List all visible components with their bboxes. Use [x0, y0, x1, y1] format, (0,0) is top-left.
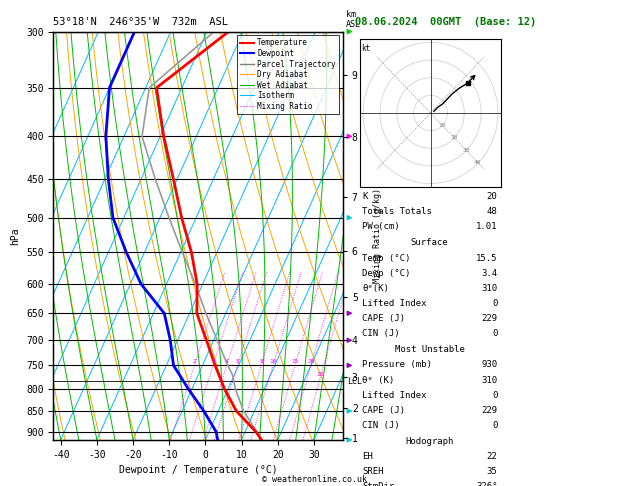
Text: 3.4: 3.4	[481, 269, 498, 278]
Text: 0: 0	[492, 329, 498, 338]
Text: θᵉ(K): θᵉ(K)	[362, 284, 389, 293]
Text: 10: 10	[270, 359, 277, 364]
Text: 4: 4	[225, 359, 229, 364]
Text: km
ASL: km ASL	[346, 10, 361, 29]
Text: SREH: SREH	[362, 468, 384, 476]
Text: 08.06.2024  00GMT  (Base: 12): 08.06.2024 00GMT (Base: 12)	[355, 17, 537, 27]
Y-axis label: hPa: hPa	[11, 227, 21, 244]
Text: Most Unstable: Most Unstable	[394, 346, 465, 354]
Text: 25: 25	[317, 372, 324, 377]
Text: 0: 0	[492, 391, 498, 399]
Text: 20: 20	[308, 359, 315, 364]
Text: Totals Totals: Totals Totals	[362, 207, 432, 216]
Text: 20: 20	[450, 135, 458, 140]
Text: kt: kt	[362, 44, 370, 53]
X-axis label: Dewpoint / Temperature (°C): Dewpoint / Temperature (°C)	[119, 465, 277, 475]
Text: 310: 310	[481, 284, 498, 293]
Text: 15.5: 15.5	[476, 254, 498, 262]
Text: Mixing Ratio (g/kg): Mixing Ratio (g/kg)	[373, 188, 382, 283]
Text: 1.01: 1.01	[476, 222, 498, 231]
Text: 5: 5	[236, 359, 240, 364]
Text: EH: EH	[362, 452, 373, 461]
Text: Temp (°C): Temp (°C)	[362, 254, 411, 262]
Text: 35: 35	[487, 468, 498, 476]
Text: 2: 2	[193, 359, 197, 364]
Text: LCL: LCL	[347, 377, 362, 385]
Text: PW (cm): PW (cm)	[362, 222, 400, 231]
Text: 48: 48	[487, 207, 498, 216]
Text: θᵉ (K): θᵉ (K)	[362, 376, 394, 384]
Text: CIN (J): CIN (J)	[362, 329, 400, 338]
Text: 310: 310	[481, 376, 498, 384]
Text: 15: 15	[291, 359, 299, 364]
Text: 0: 0	[492, 421, 498, 430]
Text: Hodograph: Hodograph	[406, 437, 454, 446]
Text: CAPE (J): CAPE (J)	[362, 406, 405, 415]
Text: StmDir: StmDir	[362, 483, 394, 486]
Text: K: K	[362, 192, 368, 201]
Text: Dewp (°C): Dewp (°C)	[362, 269, 411, 278]
Text: 53°18'N  246°35'W  732m  ASL: 53°18'N 246°35'W 732m ASL	[53, 17, 228, 27]
Text: Lifted Index: Lifted Index	[362, 391, 427, 399]
Text: 229: 229	[481, 406, 498, 415]
Text: Pressure (mb): Pressure (mb)	[362, 361, 432, 369]
Text: 22: 22	[487, 452, 498, 461]
Text: 229: 229	[481, 314, 498, 323]
Text: Lifted Index: Lifted Index	[362, 299, 427, 308]
Text: 930: 930	[481, 361, 498, 369]
Text: 326°: 326°	[476, 483, 498, 486]
Text: 40: 40	[474, 160, 481, 165]
Text: 8: 8	[260, 359, 264, 364]
Text: 20: 20	[487, 192, 498, 201]
Text: CAPE (J): CAPE (J)	[362, 314, 405, 323]
Legend: Temperature, Dewpoint, Parcel Trajectory, Dry Adiabat, Wet Adiabat, Isotherm, Mi: Temperature, Dewpoint, Parcel Trajectory…	[237, 35, 339, 114]
Text: CIN (J): CIN (J)	[362, 421, 400, 430]
Text: 30: 30	[462, 148, 470, 153]
Text: © weatheronline.co.uk: © weatheronline.co.uk	[262, 474, 367, 484]
Text: 0: 0	[492, 299, 498, 308]
Text: Surface: Surface	[411, 239, 448, 247]
Text: 10: 10	[438, 123, 446, 128]
Text: 3: 3	[211, 359, 215, 364]
